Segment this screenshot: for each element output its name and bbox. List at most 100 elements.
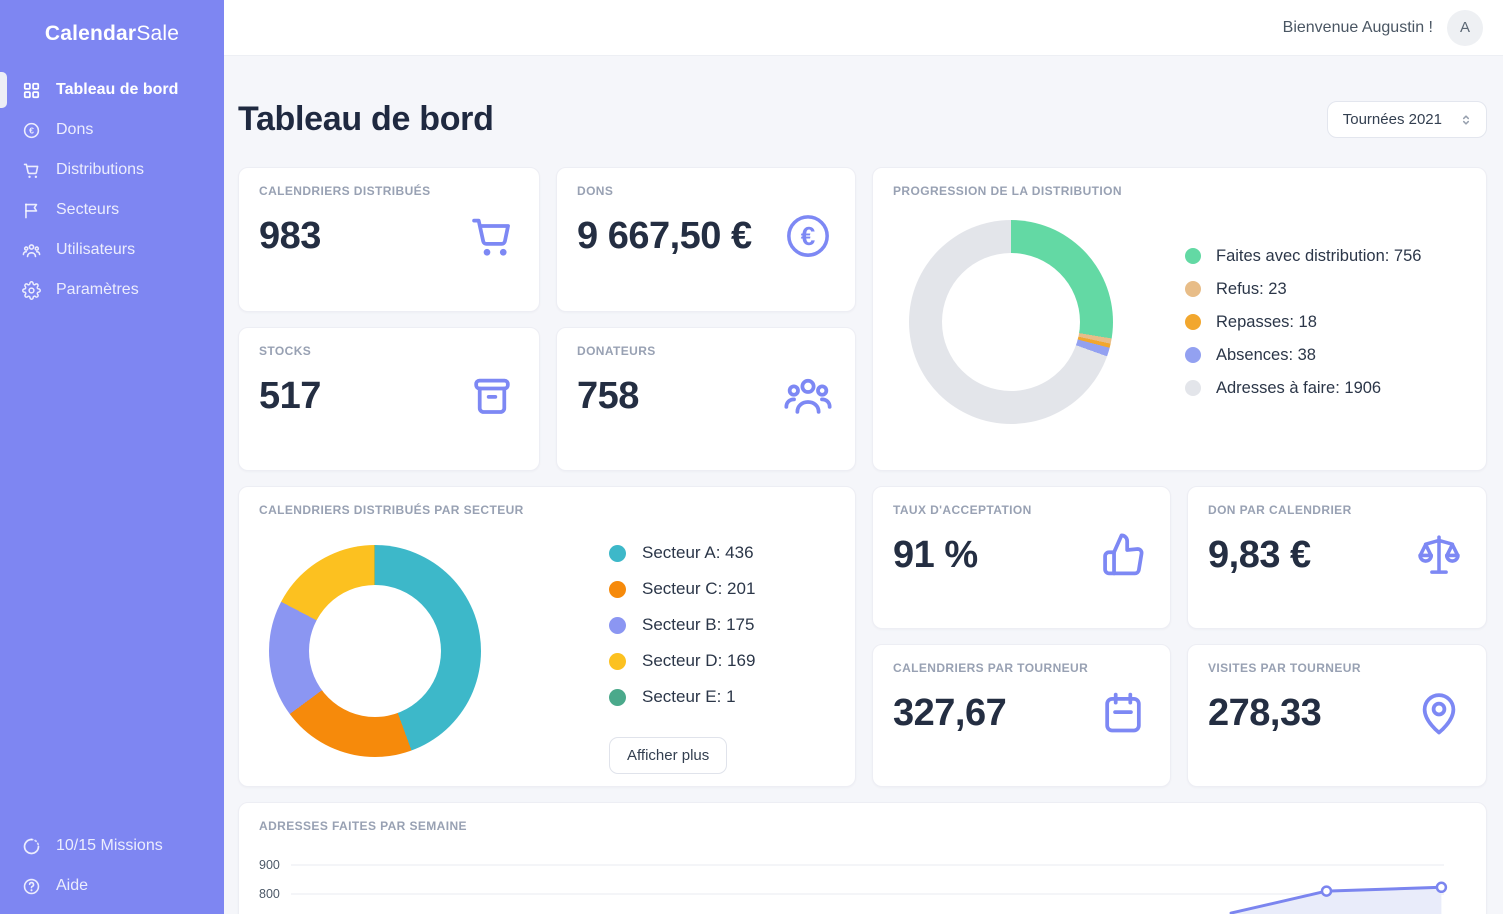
page-title: Tableau de bord [238,100,494,138]
map-pin-icon [1414,688,1464,738]
cart-icon [23,163,39,178]
card-title: DON PAR CALENDRIER [1208,503,1352,517]
stat-value: 517 [259,374,321,417]
sidebar-item-tableau-de-bord[interactable]: Tableau de bord [0,70,224,110]
sidebar-item-label: Aide [56,877,89,894]
legend-item: Secteur A: 436 [609,543,755,563]
legend-item: Absences: 38 [1185,346,1421,365]
card-title: PROGRESSION DE LA DISTRIBUTION [893,184,1122,198]
sidebar-item-distributions[interactable]: Distributions [0,150,224,190]
main-area: Bienvenue Augustin ! A Tableau de bord T… [224,0,1503,914]
legend-label: Secteur D: 169 [642,651,756,670]
stat-card-taux-acceptation: TAUX D'ACCEPTATION 91 % [872,486,1171,629]
scales-icon [1414,530,1464,580]
line-marker [1435,881,1448,894]
app-logo[interactable]: CalendarSale [0,0,224,70]
sidebar-item-label: Distributions [56,161,145,178]
y-tick-900: 900 [259,858,280,872]
progression-donut-chart [909,220,1113,424]
card-title: STOCKS [259,344,312,358]
sidebar: CalendarSale Tableau de bord € Dons Dist… [0,0,224,914]
sidebar-item-label: Dons [56,121,94,138]
stat-card-calendriers-par-tourneur: CALENDRIERS PAR TOURNEUR 327,67 [872,644,1171,787]
stat-value: 758 [577,374,639,417]
card-title: ADRESSES FAITES PAR SEMAINE [259,819,467,833]
users-group-icon [783,371,833,421]
box-icon [467,371,517,421]
legend-item: Secteur D: 169 [609,651,755,671]
sidebar-item-label: Tableau de bord [56,81,179,98]
progression-card: PROGRESSION DE LA DISTRIBUTION Faites av… [872,167,1487,471]
stat-card-calendriers-distribues: CALENDRIERS DISTRIBUÉS 983 [238,167,540,312]
welcome-text: Bienvenue Augustin ! [1282,18,1433,36]
calendar-icon [1098,688,1148,738]
period-selector[interactable]: Tournées 2021 [1326,101,1487,138]
page-header: Tableau de bord Tournées 2021 [238,100,1487,139]
stat-value: 983 [259,214,321,257]
app-logo-bold: Calendar [44,22,137,45]
legend-label: Adresses à faire: 1906 [1216,378,1382,397]
progress-ring-icon [23,838,40,854]
card-title: CALENDRIERS DISTRIBUÉS PAR SECTEUR [259,503,524,517]
legend-label: Faites avec distribution: 756 [1216,246,1422,265]
card-title: TAUX D'ACCEPTATION [893,503,1032,517]
stat-card-dons: DONS 9 667,50 € € [556,167,856,312]
sidebar-item-aide[interactable]: Aide [0,866,224,906]
legend-item: Secteur E: 1 [609,687,755,707]
sidebar-item-secteurs[interactable]: Secteurs [0,190,224,230]
stat-card-donateurs: DONATEURS 758 [556,327,856,471]
period-selector-value: Tournées 2021 [1342,111,1442,128]
sidebar-item-label: 10/15 Missions [56,837,163,854]
dashboard-grid-icon [23,82,40,98]
line-markers [1320,881,1448,897]
progression-legend: Faites avec distribution: 756 Refus: 23 … [1185,233,1421,412]
sidebar-item-label: Utilisateurs [56,241,136,258]
legend-label: Secteur E: 1 [642,687,736,706]
users-icon [22,243,41,257]
legend-label: Repasses: 18 [1216,312,1317,331]
svg-text:€: € [29,125,34,135]
legend-item: Secteur B: 175 [609,615,755,635]
legend-label: Secteur C: 201 [642,579,756,598]
card-title: DONS [577,184,614,198]
legend-item: Repasses: 18 [1185,313,1421,332]
sidebar-item-utilisateurs[interactable]: Utilisateurs [0,230,224,270]
app-logo-light: Sale [136,22,180,45]
secteurs-donut-chart [269,544,481,757]
stat-value: 327,67 [893,691,1007,734]
stat-value: 9 667,50 € [577,214,752,257]
stat-value: 9,83 € [1208,533,1311,576]
card-title: CALENDRIERS PAR TOURNEUR [893,661,1089,675]
sidebar-item-label: Paramètres [56,281,139,298]
legend-label: Refus: 23 [1216,279,1287,298]
euro-coin-icon: € [23,122,40,138]
legend-label: Secteur A: 436 [642,543,754,562]
sidebar-item-missions[interactable]: 10/15 Missions [0,826,224,866]
sidebar-item-dons[interactable]: € Dons [0,110,224,150]
y-tick-800: 800 [259,887,280,901]
flag-icon [25,202,38,218]
legend-dot [1185,248,1201,264]
thumbs-up-icon [1098,530,1148,580]
sidebar-item-parametres[interactable]: Paramètres [0,270,224,310]
card-title: CALENDRIERS DISTRIBUÉS [259,184,431,198]
cart-icon [467,211,517,261]
sidebar-footer: 10/15 Missions Aide [0,826,224,914]
avatar[interactable]: A [1447,9,1483,46]
legend-item: Refus: 23 [1185,280,1421,299]
legend-dot [1185,314,1201,330]
legend-dot [609,616,626,634]
legend-label: Absences: 38 [1216,345,1316,364]
legend-item: Secteur C: 201 [609,579,755,599]
legend-dot [609,688,626,706]
show-more-button[interactable]: Afficher plus [609,737,728,774]
sidebar-nav: Tableau de bord € Dons Distributions Sec… [0,70,224,310]
topbar: Bienvenue Augustin ! A [224,0,1503,56]
legend-dot [609,652,626,670]
adresses-card: ADRESSES FAITES PAR SEMAINE 900 800 [238,802,1487,914]
stat-value: 91 % [893,533,978,576]
help-circle-icon [23,878,40,894]
line-marker [1320,885,1333,897]
legend-dot [1185,347,1201,363]
secteurs-legend: Secteur A: 436 Secteur C: 201 Secteur B:… [609,527,755,774]
